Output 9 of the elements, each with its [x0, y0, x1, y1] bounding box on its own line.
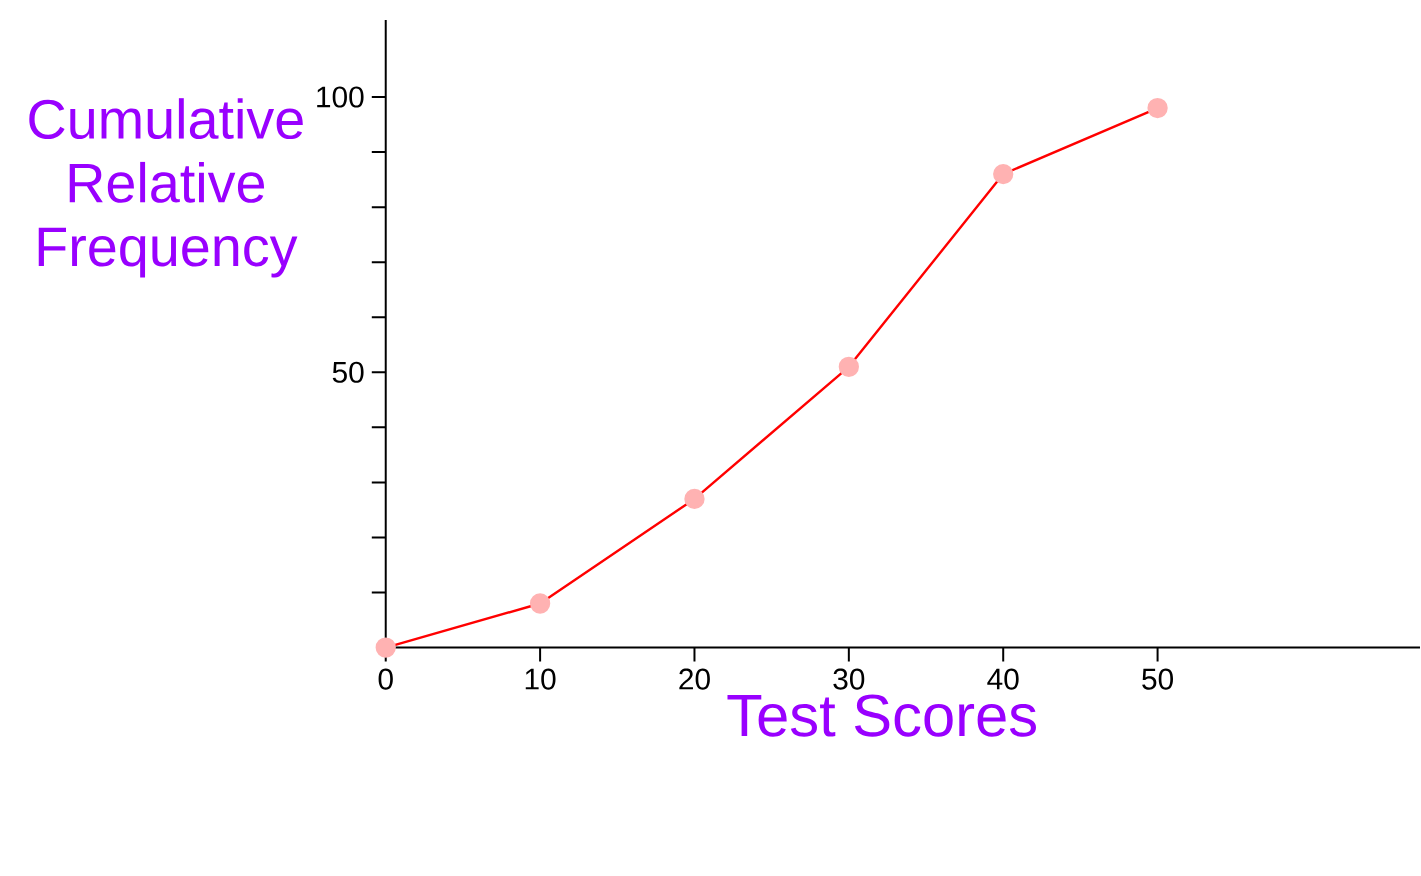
x-tick-label: 0 — [378, 668, 393, 690]
x-tick-label: 20 — [679, 668, 710, 690]
x-tick-label: 40 — [987, 668, 1019, 690]
x-axis-title: Test Scores — [727, 694, 1036, 737]
x-tick-label: 10 — [525, 668, 556, 690]
x-tick-label: 50 — [1142, 668, 1173, 690]
x-tick-label: 30 — [833, 668, 865, 690]
y-axis-title: Cumulative Relative Frequency — [29, 97, 303, 278]
y-tick-label: 100 — [317, 86, 364, 108]
